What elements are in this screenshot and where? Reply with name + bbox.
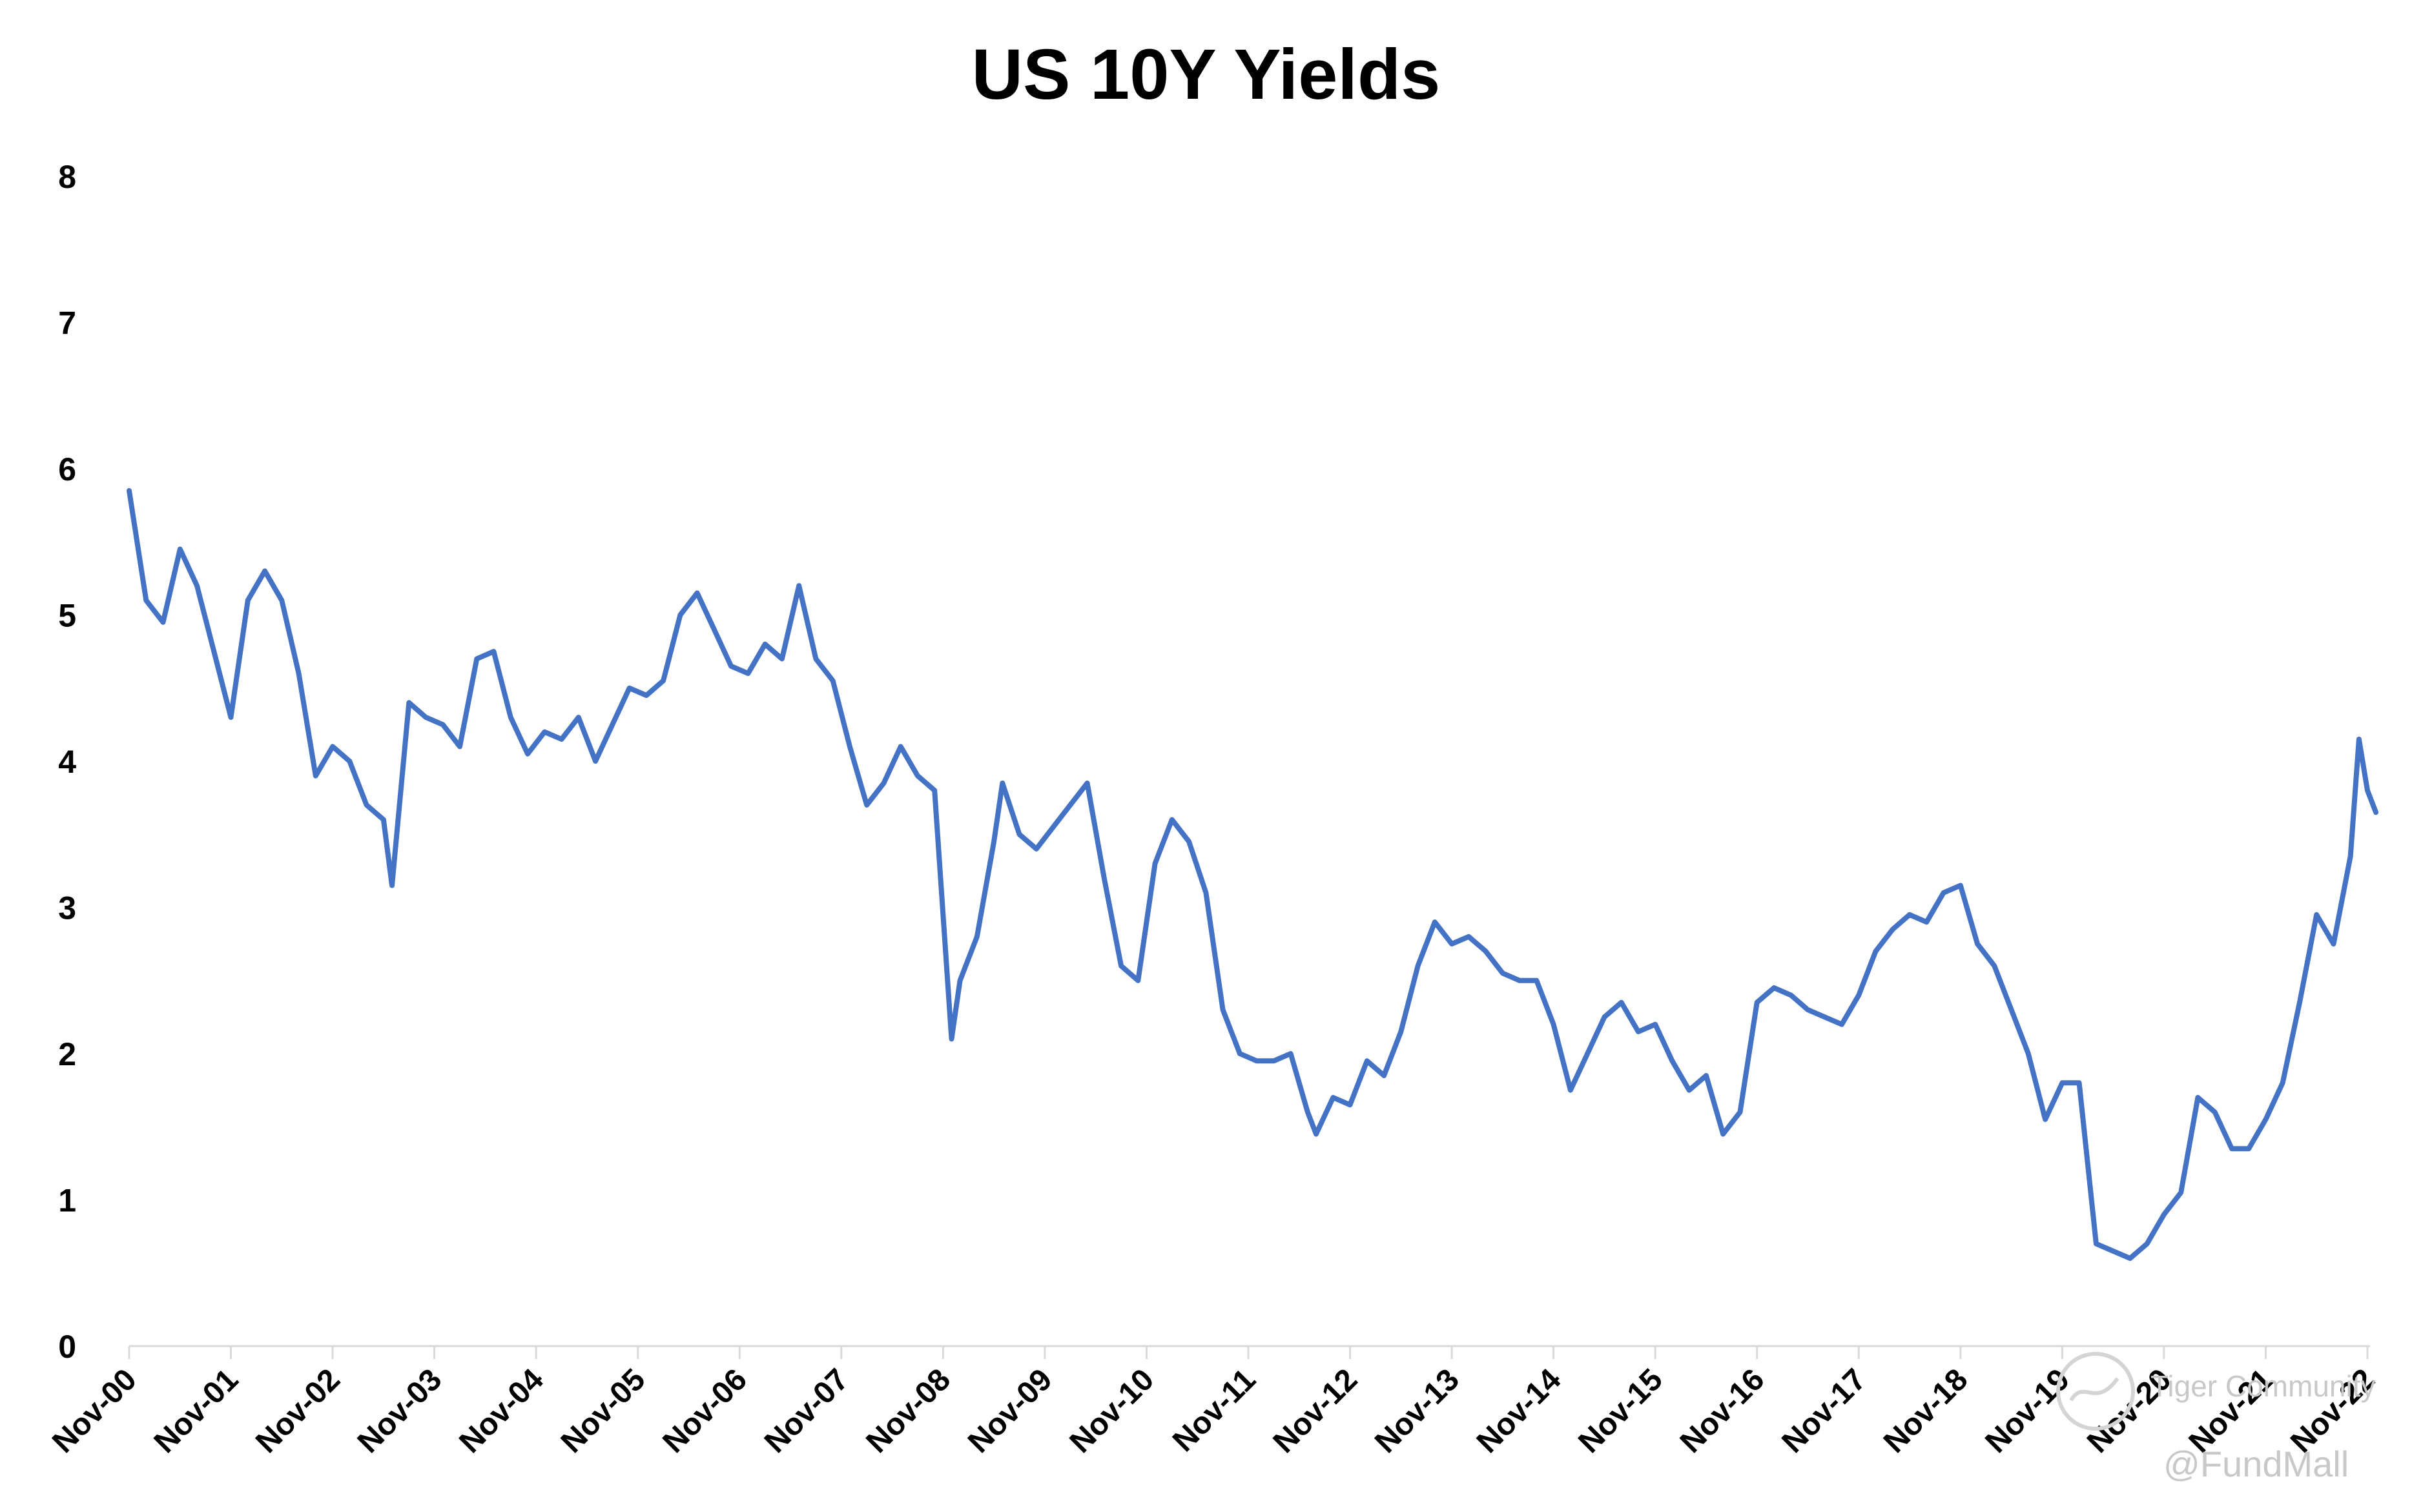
x-tick-label: Nov-12	[1267, 1362, 1365, 1460]
x-tick-label: Nov-16	[1674, 1362, 1771, 1460]
y-tick-label: 8	[58, 159, 76, 195]
x-tick-label: Nov-13	[1368, 1362, 1466, 1460]
tiger-logo-icon	[2056, 1352, 2135, 1431]
series-line	[127, 488, 2379, 1262]
x-tick-label: Nov-09	[962, 1362, 1059, 1460]
y-tick-label: 1	[58, 1183, 76, 1219]
x-tick-label: Nov-00	[46, 1362, 143, 1460]
y-tick-label: 7	[58, 305, 76, 342]
y-tick-label: 5	[58, 598, 76, 634]
y-tick-label: 0	[58, 1329, 76, 1365]
y-tick-label: 6	[58, 451, 76, 487]
x-tick-label: Nov-01	[148, 1362, 245, 1460]
x-tick-label: Nov-02	[249, 1362, 347, 1460]
y-axis: 0 1 2 3 4 5 6 7 8	[58, 159, 76, 1365]
x-tick-label: Nov-06	[656, 1362, 754, 1460]
x-tick-label: Nov-15	[1572, 1362, 1669, 1460]
y-tick-label: 2	[58, 1036, 76, 1072]
chart-title: US 10Y Yields	[971, 35, 1441, 114]
x-tick-label: Nov-05	[555, 1362, 652, 1460]
y-tick-label: 4	[58, 744, 76, 780]
watermark-handle: @FundMall	[2163, 1444, 2349, 1484]
x-axis: Nov-00 Nov-01 Nov-02 Nov-03 Nov-04 Nov-05 Nov-…	[46, 1345, 2382, 1460]
x-tick-label: Nov-07	[758, 1362, 856, 1460]
x-tick-label: Nov-03	[351, 1362, 449, 1460]
x-tick-label: Nov-17	[1775, 1362, 1873, 1460]
x-tick-label: Nov-04	[453, 1362, 550, 1460]
y-tick-label: 3	[58, 890, 76, 926]
x-tick-label: Nov-11	[1166, 1362, 1263, 1458]
x-tick-label: Nov-10	[1064, 1362, 1161, 1460]
plot-area	[127, 488, 2379, 1262]
watermark-community: Tiger Community	[2150, 1369, 2376, 1403]
x-tick-label: Nov-14	[1470, 1362, 1568, 1460]
x-tick-label: Nov-08	[860, 1362, 957, 1460]
x-tick-label: Nov-18	[1877, 1362, 1975, 1460]
